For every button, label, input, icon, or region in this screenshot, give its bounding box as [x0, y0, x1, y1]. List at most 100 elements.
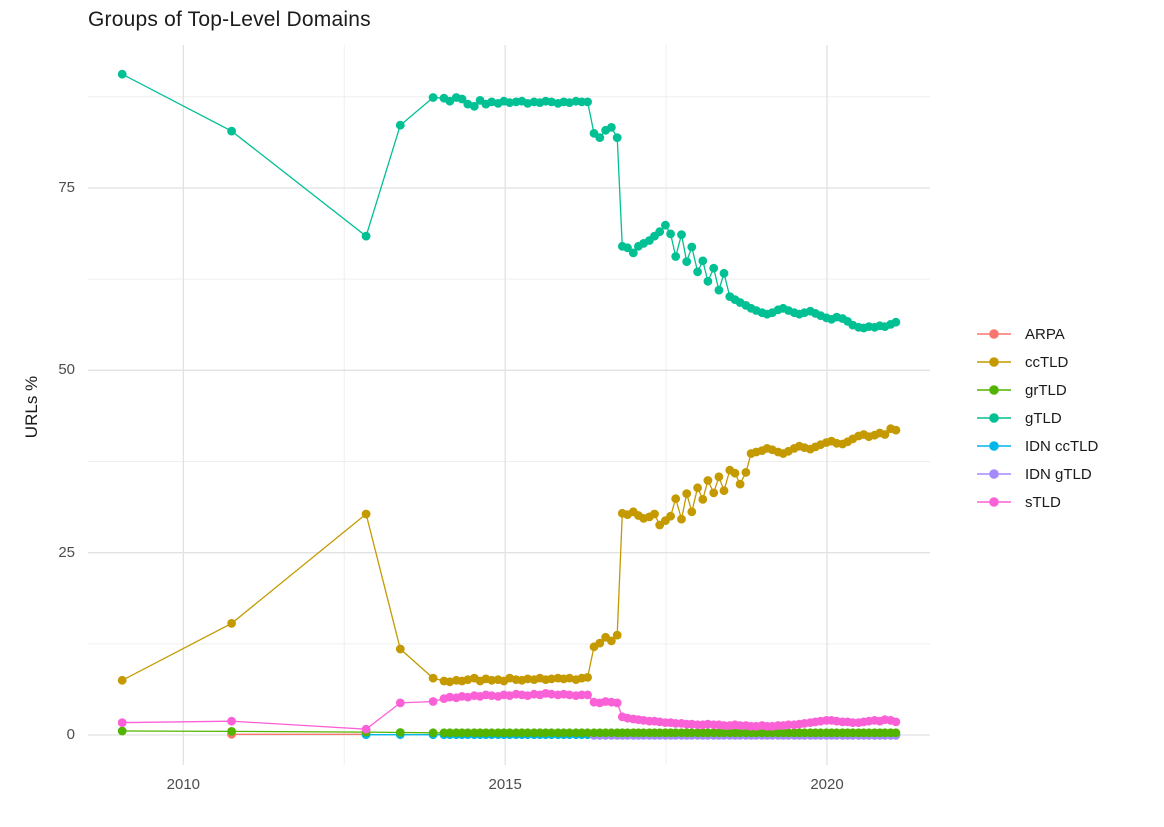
data-point-gtld [469, 101, 479, 111]
data-point-grtld [463, 728, 473, 738]
data-point-cctld [741, 468, 751, 477]
data-point-cctld [523, 674, 533, 684]
data-point-stld [227, 716, 237, 726]
legend-label: grTLD [1025, 381, 1067, 399]
data-point-gtld [714, 285, 724, 295]
data-point-cctld [612, 630, 622, 640]
y-tick-label: 25 [58, 543, 75, 561]
series-line-gtld [121, 73, 897, 329]
data-point-gtld [361, 231, 371, 241]
legend-item-gtld: gTLD [976, 404, 1098, 432]
data-point-stld [445, 692, 455, 702]
data-point-grtld [547, 728, 556, 738]
data-point-gtld [628, 248, 638, 258]
data-point-grtld [117, 726, 127, 736]
data-point-gtld [445, 96, 455, 106]
data-point-gtld [719, 268, 729, 278]
data-point-grtld [395, 728, 405, 737]
data-point-cctld [487, 675, 497, 685]
data-point-gtld [661, 220, 670, 230]
data-point-gtld [703, 276, 713, 286]
data-point-cctld [891, 425, 901, 435]
data-point-cctld [735, 479, 745, 489]
legend-key-icon [977, 497, 1011, 507]
data-point-grtld [505, 728, 515, 738]
x-tick-label: 2020 [810, 776, 844, 793]
data-point-cctld [693, 483, 702, 493]
legend-item-stld: sTLD [976, 488, 1098, 516]
data-point-cctld [428, 673, 438, 683]
legend-key-icon [977, 385, 1011, 395]
data-point-stld [612, 698, 622, 708]
legend-key-icon [977, 357, 1011, 367]
legend: ARPA ccTLD grTLD gTLD IDN ccTLD IDN gTLD sTLD [976, 320, 1098, 516]
data-point-gtld [623, 243, 632, 253]
data-point-stld [361, 724, 371, 734]
data-point-cctld [698, 495, 708, 504]
data-point-cctld [709, 488, 719, 498]
data-point-cctld [595, 638, 605, 648]
legend-item-cctld: ccTLD [976, 348, 1098, 376]
data-point-grtld [583, 728, 592, 738]
data-point-gtld [505, 98, 515, 107]
x-tick-label: 2015 [488, 776, 522, 793]
data-point-gtld [428, 93, 438, 102]
data-point-cctld [703, 476, 713, 485]
legend-item-idn-gtld: IDN gTLD [976, 460, 1098, 488]
data-point-cctld [677, 514, 686, 524]
data-point-cctld [650, 509, 659, 519]
legend-label: IDN ccTLD [1025, 437, 1099, 455]
chart-title: Groups of Top-Level Domains [88, 8, 371, 31]
legend-key-icon [977, 413, 1011, 423]
data-point-gtld [687, 242, 697, 252]
data-point-stld [565, 690, 574, 700]
data-point-grtld [428, 728, 438, 738]
legend-item-idn-cctld: IDN ccTLD [976, 432, 1098, 460]
y-tick-label: 50 [58, 361, 75, 379]
data-point-stld [395, 698, 405, 708]
legend-label: ARPA [1025, 325, 1065, 343]
data-point-gtld [595, 133, 605, 143]
x-tick-label: 2010 [166, 776, 201, 793]
data-point-stld [891, 717, 901, 727]
data-point-cctld [583, 673, 592, 682]
data-point-grtld [487, 728, 497, 738]
data-point-gtld [607, 123, 616, 132]
data-point-cctld [682, 489, 692, 498]
data-point-cctld [117, 675, 127, 685]
data-point-gtld [583, 97, 592, 107]
data-point-grtld [891, 728, 901, 738]
data-point-cctld [666, 511, 675, 521]
legend-key-icon [977, 441, 1011, 451]
data-point-gtld [117, 69, 127, 79]
data-point-stld [547, 689, 556, 699]
data-point-grtld [523, 728, 533, 738]
data-point-stld [583, 690, 592, 700]
data-point-cctld [687, 507, 697, 517]
data-point-gtld [682, 257, 692, 266]
data-point-gtld [698, 256, 708, 266]
data-point-cctld [395, 644, 405, 654]
data-point-gtld [677, 230, 686, 240]
data-point-cctld [730, 468, 740, 478]
data-point-cctld [227, 619, 237, 628]
data-point-grtld [445, 728, 455, 738]
data-point-cctld [361, 509, 371, 519]
y-tick-label: 0 [66, 726, 75, 744]
data-point-gtld [655, 227, 665, 237]
legend-label: gTLD [1025, 409, 1062, 427]
legend-key-icon [977, 329, 1011, 339]
data-point-grtld [565, 728, 574, 738]
data-point-stld [117, 718, 127, 727]
data-point-stld [487, 691, 497, 700]
legend-label: IDN gTLD [1025, 465, 1092, 483]
data-point-grtld [227, 727, 237, 736]
data-point-gtld [395, 120, 405, 130]
legend-label: ccTLD [1025, 353, 1069, 371]
data-point-cctld [547, 674, 556, 684]
data-point-cctld [607, 636, 616, 646]
data-point-gtld [709, 263, 719, 273]
data-point-cctld [671, 494, 681, 504]
